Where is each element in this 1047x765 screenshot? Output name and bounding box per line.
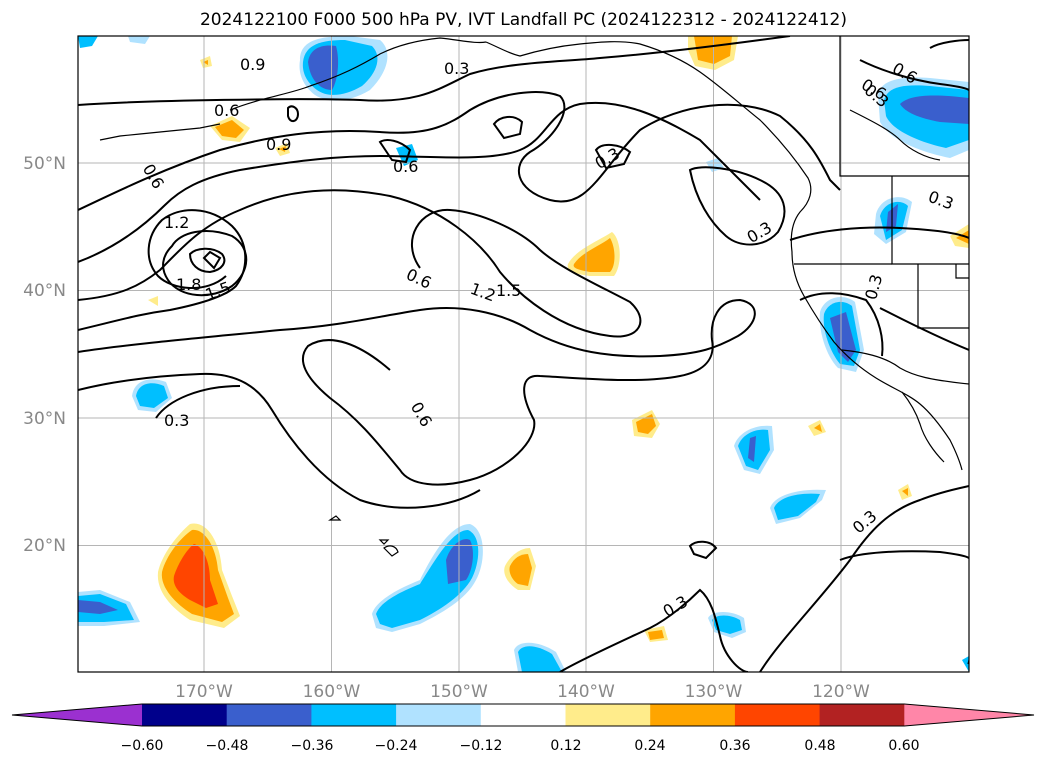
colorbar-tick-label: −0.48 (206, 738, 249, 754)
contour-label: 1.8 (176, 275, 201, 294)
contour-label: 0.9 (266, 135, 291, 154)
colorbar-tick-label: 0.60 (888, 738, 919, 754)
colorbar-tick-label: 0.36 (719, 738, 750, 754)
contour-label: 0.3 (164, 411, 189, 430)
colorbar-segment (650, 704, 736, 726)
colorbar-segment (734, 704, 821, 726)
lon-tick-label: 130°W (685, 682, 743, 702)
lon-tick-label: 170°W (175, 682, 233, 702)
lat-axis: 50°N 40°N 30°N 20°N (23, 154, 66, 556)
colorbar-segment (480, 704, 566, 726)
pv-contours (78, 36, 969, 672)
colorbar-tick-label: 0.48 (804, 738, 835, 754)
colorbar-tick-label: −0.36 (291, 738, 334, 754)
lon-tick-label: 140°W (557, 682, 615, 702)
colorbar-segment (142, 704, 228, 726)
lon-tick-label: 150°W (430, 682, 488, 702)
contour-label: 0.6 (393, 157, 418, 176)
lat-tick-label: 30°N (23, 409, 66, 429)
colorbar-extend-high (904, 704, 1034, 726)
contour-label: 0.6 (214, 101, 239, 120)
colorbar: −0.60 −0.48 −0.36 −0.24 −0.12 0.12 0.24 … (11, 703, 1035, 754)
lat-tick-label: 40°N (23, 281, 66, 301)
contour-label: 0.9 (240, 55, 265, 74)
colorbar-segment (226, 704, 312, 726)
colorbar-segment (396, 704, 482, 726)
lon-tick-label: 160°W (303, 682, 361, 702)
coastlines (99, 36, 969, 665)
contour-label: 0.3 (444, 59, 469, 78)
map-border (77, 35, 970, 673)
colorbar-labels: −0.60 −0.48 −0.36 −0.24 −0.12 0.12 0.24 … (121, 738, 920, 754)
lon-tick-label: 120°W (812, 682, 870, 702)
colorbar-tick-label: −0.12 (460, 738, 503, 754)
contour-label: 1.2 (164, 213, 189, 232)
colorbar-tick-label: −0.60 (121, 738, 164, 754)
contour-label: 1.5 (496, 281, 521, 300)
colorbar-tick-label: 0.24 (634, 738, 665, 754)
colorbar-segment (819, 704, 905, 726)
lon-axis: 170°W 160°W 150°W 140°W 130°W 120°W (175, 682, 870, 702)
colorbar-segment (311, 704, 397, 726)
lat-tick-label: 50°N (23, 154, 66, 174)
colorbar-segment (565, 704, 651, 726)
colorbar-segments (11, 703, 1035, 727)
colorbar-extend-low (12, 704, 142, 726)
colorbar-tick-label: −0.24 (375, 738, 418, 754)
colorbar-tick-label: 0.12 (550, 738, 581, 754)
colorbar-outline (11, 703, 1035, 727)
lat-tick-label: 20°N (23, 536, 66, 556)
map-title: 2024122100 F000 500 hPa PV, IVT Landfall… (199, 10, 847, 30)
